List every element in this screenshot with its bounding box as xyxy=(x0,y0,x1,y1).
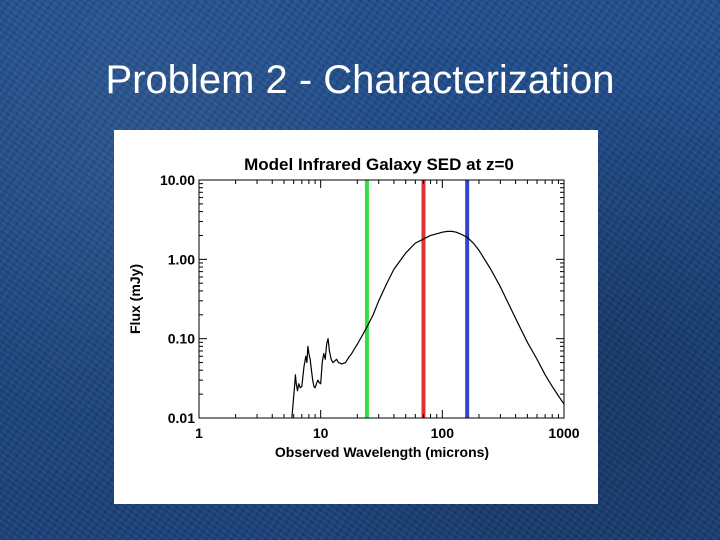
sed-curve-group xyxy=(291,230,565,419)
slide-title: Problem 2 - Characterization xyxy=(105,58,615,102)
x-tick-label: 100 xyxy=(431,425,455,441)
y-tick-label: 0.01 xyxy=(168,410,195,426)
x-tick-label: 1000 xyxy=(548,425,579,441)
y-tick-label: 10.00 xyxy=(160,172,195,188)
chart-panel: Model Infrared Galaxy SED at z=0 1 10 100 1… xyxy=(114,130,598,504)
y-axis-label: Flux (mJy) xyxy=(127,264,143,334)
x-tick-label: 10 xyxy=(313,425,329,441)
y-tick-label: 0.10 xyxy=(168,331,195,347)
plot-frame xyxy=(198,179,565,419)
x-axis-label: Observed Wavelength (microns) xyxy=(275,444,489,460)
y-tick-label: 1.00 xyxy=(168,251,195,267)
x-tick-label: 1 xyxy=(195,425,203,441)
sed-curve-line-0 xyxy=(291,230,565,419)
wavelength-bands xyxy=(364,180,470,418)
sed-chart: Model Infrared Galaxy SED at z=0 1 10 100 1… xyxy=(127,155,580,460)
chart-title: Model Infrared Galaxy SED at z=0 xyxy=(244,155,514,174)
axis-ticks: 1 10 100 1000 0.01 0.10 1.00 10.00 xyxy=(160,172,580,441)
